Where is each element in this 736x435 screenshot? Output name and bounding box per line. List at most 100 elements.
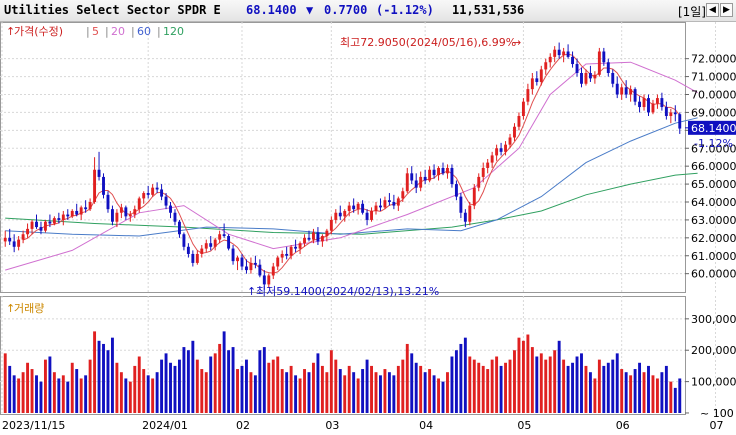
candle-body <box>258 264 262 276</box>
volume-bar <box>102 343 105 413</box>
candle-body <box>477 176 481 188</box>
legend-sep: | <box>157 25 161 38</box>
volume-bar <box>437 378 440 413</box>
volume-bar <box>566 365 570 413</box>
volume-bar <box>164 353 168 413</box>
candle-body <box>633 89 637 102</box>
candle-body <box>213 239 217 247</box>
volume-bar <box>160 359 164 413</box>
volume-bar <box>454 350 458 413</box>
candle-body <box>61 214 65 220</box>
candle-body <box>48 221 52 224</box>
candle-body <box>155 187 159 190</box>
volume-bar <box>146 375 150 413</box>
candle-body <box>588 73 592 79</box>
candle-body <box>673 112 677 115</box>
candle-body <box>535 78 539 82</box>
candle-body <box>66 214 70 217</box>
volume-bar <box>571 362 575 413</box>
candle-body <box>454 184 458 197</box>
candle-body <box>361 203 365 213</box>
period-selector[interactable]: [1일] <box>677 5 706 19</box>
candle-body <box>392 202 396 206</box>
volume-bar <box>539 353 543 413</box>
volume-bar <box>611 359 615 413</box>
volume-bar <box>651 375 655 413</box>
volume-bar <box>459 343 463 413</box>
candle-body <box>115 212 119 222</box>
volume-bar <box>97 340 101 413</box>
volume-bar <box>177 359 181 413</box>
volume-bar <box>119 372 123 413</box>
volume-tick-label: 200,000 <box>691 344 736 357</box>
candle-body <box>508 137 512 145</box>
volume-bar <box>593 378 597 413</box>
volume-bar <box>499 365 503 413</box>
candle-body <box>414 180 418 188</box>
volume-bar <box>262 347 266 413</box>
candle-body <box>606 62 610 73</box>
volume-bar <box>584 365 588 413</box>
candle-body <box>624 87 628 95</box>
candle-body <box>316 232 320 242</box>
candle-body <box>655 98 659 104</box>
volume-bar <box>61 375 65 413</box>
volume-bar <box>267 362 271 413</box>
candle-body <box>12 241 16 247</box>
candle-body <box>17 239 21 247</box>
volume-bar <box>504 362 508 413</box>
volume-bar <box>222 331 226 413</box>
prev-icon[interactable]: ◀ <box>706 3 719 17</box>
volume-bar <box>253 375 257 413</box>
candle-body <box>151 187 155 195</box>
volume-bar <box>26 362 30 413</box>
volume-bar <box>88 359 92 413</box>
candle-body <box>70 210 74 217</box>
volume-bar <box>298 378 302 413</box>
volume-bar <box>620 369 624 413</box>
candle-body <box>182 234 186 247</box>
x-tick-label: 2024/01 <box>142 419 188 432</box>
candle-body <box>88 202 92 210</box>
candle-body <box>521 101 525 116</box>
price-tick-label: 60.0000 <box>691 268 736 281</box>
price-tick-label: 71.0000 <box>691 71 736 84</box>
legend-arrow: ↑ <box>6 25 15 38</box>
candle-body <box>557 49 561 56</box>
volume-bar <box>477 362 481 413</box>
volume-bar <box>191 340 195 413</box>
volume-bar <box>106 350 110 413</box>
x-tick-label: 03 <box>325 419 339 432</box>
volume-bar <box>472 359 476 413</box>
candle-body <box>468 205 472 222</box>
volume-bar <box>486 369 490 413</box>
candle-body <box>437 167 440 176</box>
candle-body <box>517 116 521 127</box>
candle-body <box>271 266 275 276</box>
volume-bar <box>660 372 664 413</box>
candle-body <box>267 275 271 285</box>
x-tick-label: 2023/11/15 <box>2 419 65 432</box>
candle-body <box>289 246 293 256</box>
price-tick-label: 63.0000 <box>691 214 736 227</box>
candle-body <box>133 209 137 215</box>
candle-body <box>222 234 226 237</box>
volume-bar <box>280 369 284 413</box>
volume-bar <box>240 365 244 413</box>
volume-bar <box>35 375 38 413</box>
candle-body <box>669 112 673 116</box>
price-tick-label: 61.0000 <box>691 250 736 263</box>
x-tick-label: 07 <box>710 419 724 432</box>
candle-body <box>21 234 25 240</box>
volume-bar <box>655 378 659 413</box>
volume-bar <box>615 353 619 413</box>
volume-bar <box>352 372 356 413</box>
candle-body <box>486 162 490 168</box>
volume-bar <box>647 365 650 413</box>
volume-bar <box>526 334 530 413</box>
candle-body <box>303 237 306 244</box>
candle-body <box>602 51 606 63</box>
next-icon[interactable]: ▶ <box>720 3 733 17</box>
volume-bar <box>383 369 387 413</box>
current-price-pct: -1.12% <box>694 137 733 150</box>
